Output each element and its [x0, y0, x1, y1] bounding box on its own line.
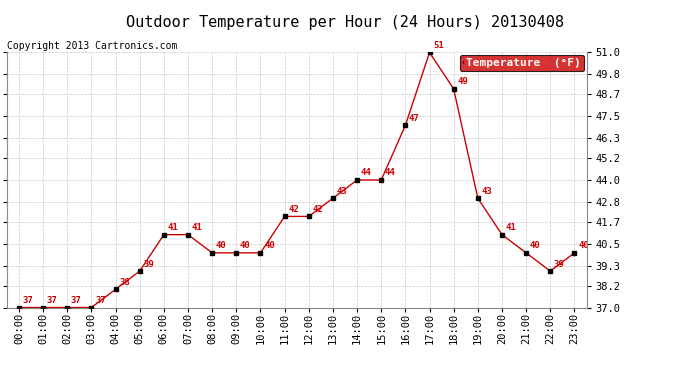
Text: 42: 42 [313, 205, 323, 214]
Text: 47: 47 [409, 114, 420, 123]
Text: 49: 49 [457, 77, 468, 86]
Text: 37: 37 [71, 296, 81, 305]
Text: Copyright 2013 Cartronics.com: Copyright 2013 Cartronics.com [7, 41, 177, 51]
Text: 38: 38 [119, 278, 130, 287]
Text: 37: 37 [23, 296, 33, 305]
Text: 40: 40 [578, 241, 589, 250]
Text: 44: 44 [385, 168, 395, 177]
Text: 39: 39 [554, 260, 564, 268]
Text: 42: 42 [288, 205, 299, 214]
Text: 41: 41 [506, 223, 516, 232]
Text: 40: 40 [240, 241, 250, 250]
Legend: Temperature  (°F): Temperature (°F) [460, 55, 584, 71]
Text: 43: 43 [337, 187, 347, 196]
Text: 43: 43 [482, 187, 492, 196]
Text: 37: 37 [47, 296, 57, 305]
Text: 44: 44 [361, 168, 371, 177]
Text: 51: 51 [433, 41, 444, 50]
Text: 40: 40 [530, 241, 540, 250]
Text: 39: 39 [144, 260, 154, 268]
Text: 41: 41 [192, 223, 202, 232]
Text: Outdoor Temperature per Hour (24 Hours) 20130408: Outdoor Temperature per Hour (24 Hours) … [126, 15, 564, 30]
Text: 40: 40 [264, 241, 275, 250]
Text: 37: 37 [95, 296, 106, 305]
Text: 40: 40 [216, 241, 226, 250]
Text: 41: 41 [168, 223, 178, 232]
